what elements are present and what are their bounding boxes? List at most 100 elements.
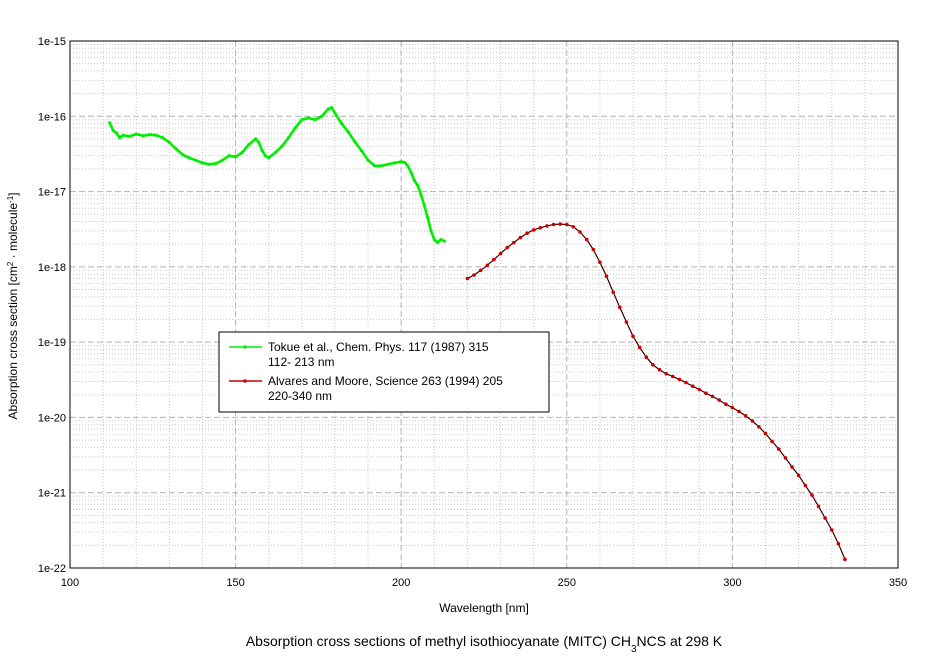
data-point (803, 483, 808, 488)
data-point (108, 121, 112, 125)
data-point (167, 140, 171, 144)
data-point (263, 154, 267, 158)
data-point (220, 158, 224, 162)
data-point (657, 367, 662, 372)
data-point (704, 391, 708, 396)
data-point (571, 225, 576, 229)
data-point (611, 290, 615, 295)
data-point (478, 268, 483, 273)
data-point (214, 162, 218, 166)
data-point (763, 431, 768, 436)
data-point (512, 240, 516, 245)
series-layer (108, 106, 847, 562)
data-point (770, 439, 774, 444)
data-point (313, 118, 317, 122)
data-point (154, 133, 158, 137)
data-point (253, 137, 258, 141)
data-point (227, 154, 231, 158)
data-point (518, 235, 523, 240)
data-point (118, 136, 122, 140)
data-point (366, 158, 370, 162)
data-point (386, 162, 390, 166)
data-point (436, 241, 440, 245)
x-axis-label: Wavelength [nm] (439, 601, 529, 615)
data-point (293, 126, 297, 130)
data-point (406, 164, 410, 168)
data-point (320, 114, 324, 118)
data-point (598, 260, 602, 265)
x-tick-label: 300 (723, 577, 741, 589)
data-point (783, 456, 788, 460)
y-tick-label: 1e-19 (38, 337, 66, 349)
legend-swatch-marker-alvares (243, 379, 247, 383)
data-point (737, 409, 741, 414)
data-point (207, 162, 211, 166)
data-point (671, 374, 675, 379)
data-point (402, 160, 407, 164)
data-point (306, 116, 311, 120)
data-point (492, 257, 496, 262)
data-point (697, 387, 702, 392)
legend-label-alvares: Alvares and Moore, Science 263 (1994) 20… (268, 374, 503, 388)
data-point (114, 131, 118, 135)
data-point (531, 228, 536, 232)
x-tick-label: 100 (61, 577, 79, 589)
data-point (664, 372, 668, 376)
data-point (651, 363, 655, 367)
data-point (790, 465, 794, 469)
y-axis-label: Absorption cross section [cm2 · molecule… (6, 192, 21, 419)
data-point (267, 156, 271, 160)
data-point (624, 320, 629, 324)
data-point (498, 251, 503, 256)
y-tick-label: 1e-17 (38, 187, 66, 199)
y-tick-label: 1e-15 (38, 36, 66, 48)
data-point (330, 106, 334, 110)
data-point (551, 222, 556, 227)
data-point (485, 263, 490, 268)
data-point (379, 164, 383, 168)
y-tick-label: 1e-20 (38, 412, 66, 424)
data-point (631, 334, 635, 339)
data-point (359, 149, 364, 153)
legend-range-alvares: 220-340 nm (268, 389, 332, 403)
series-1 (465, 222, 847, 562)
data-point (565, 222, 569, 227)
y-tick-label: 1e-18 (38, 262, 66, 274)
data-point (816, 504, 821, 509)
data-point (465, 276, 470, 281)
data-point (247, 143, 251, 147)
data-point (300, 118, 304, 122)
x-tick-label: 350 (889, 577, 907, 589)
data-point (757, 425, 761, 429)
data-point (326, 107, 330, 111)
data-point (273, 150, 277, 155)
data-point (584, 237, 589, 242)
data-point (194, 158, 198, 162)
data-point (836, 541, 841, 546)
grid (70, 41, 898, 568)
data-point (399, 160, 403, 164)
legend: Tokue et al., Chem. Phys. 117 (1987) 315… (218, 331, 550, 413)
data-point (412, 179, 416, 183)
data-point (750, 419, 755, 423)
data-point (558, 222, 562, 226)
y-tick-label: 1e-22 (38, 563, 66, 575)
data-point (174, 147, 178, 151)
series-line-overlay (467, 223, 846, 560)
data-point (637, 345, 642, 350)
data-point (730, 405, 735, 410)
data-point (187, 156, 191, 160)
data-point (796, 473, 801, 478)
data-point (538, 226, 543, 230)
data-point (690, 384, 695, 389)
chart-caption: Absorption cross sections of methyl isot… (246, 633, 723, 655)
plot-frame (69, 40, 899, 569)
data-point (677, 377, 682, 382)
data-point (287, 136, 291, 140)
data-point (777, 447, 781, 451)
data-point (422, 204, 426, 208)
series-0 (108, 106, 446, 245)
